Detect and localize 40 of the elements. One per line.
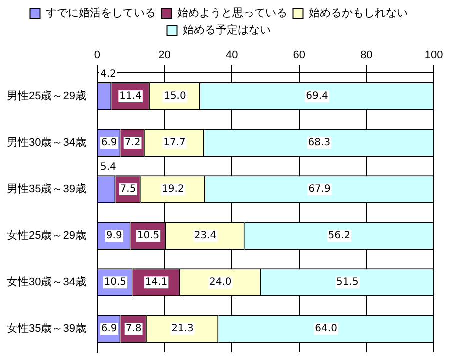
- data-label: 69.4: [306, 91, 328, 102]
- data-label: 10.5: [104, 277, 127, 288]
- legend-label: 始めるかもしれない: [308, 8, 408, 20]
- x-tick-label: 100: [424, 50, 444, 62]
- x-tick-label: 60: [293, 50, 306, 62]
- x-tick-label: 40: [226, 50, 238, 62]
- data-label: 68.3: [308, 138, 331, 149]
- legend-label: 始める予定はない: [182, 24, 271, 37]
- data-label: 14.1: [145, 277, 168, 288]
- data-label: 9.9: [106, 230, 122, 242]
- data-label: 11.4: [120, 91, 142, 102]
- data-label: 17.7: [164, 138, 186, 149]
- legend-label: 始めようと思っている: [177, 8, 288, 20]
- data-label: 4.2: [100, 69, 116, 80]
- y-tick-label: 男性30歳～34歳: [6, 136, 86, 150]
- data-label: 7.8: [126, 324, 142, 335]
- y-tick-label: 女性35歳～39歳: [6, 322, 86, 336]
- data-label: 6.9: [101, 324, 118, 335]
- legend-label: すでに婚活をしている: [46, 8, 156, 20]
- x-tick-label: 80: [360, 50, 373, 62]
- data-label: 21.3: [172, 324, 194, 335]
- data-label: 23.4: [194, 230, 217, 242]
- data-label: 64.0: [315, 324, 338, 335]
- data-label: 67.9: [308, 184, 331, 196]
- x-tick-label: 20: [158, 50, 171, 62]
- y-tick-label: 女性30歳～34歳: [6, 276, 86, 289]
- x-tick-label: 0: [94, 50, 101, 62]
- data-label: 7.2: [124, 138, 141, 149]
- y-tick-label: 男性35歳～39歳: [6, 182, 86, 196]
- data-label: 10.5: [137, 230, 160, 242]
- data-label: 6.9: [101, 138, 118, 149]
- y-tick-label: 女性25歳～29歳: [6, 229, 86, 242]
- data-label: 7.5: [120, 184, 136, 196]
- data-label: 24.0: [210, 277, 232, 288]
- data-label: 19.2: [162, 184, 184, 196]
- data-label: 56.2: [328, 230, 351, 242]
- data-label: 51.5: [336, 277, 359, 288]
- y-tick-label: 男性25歳～29歳: [6, 90, 86, 102]
- data-label: 5.4: [100, 162, 116, 174]
- data-label: 15.0: [164, 91, 186, 102]
